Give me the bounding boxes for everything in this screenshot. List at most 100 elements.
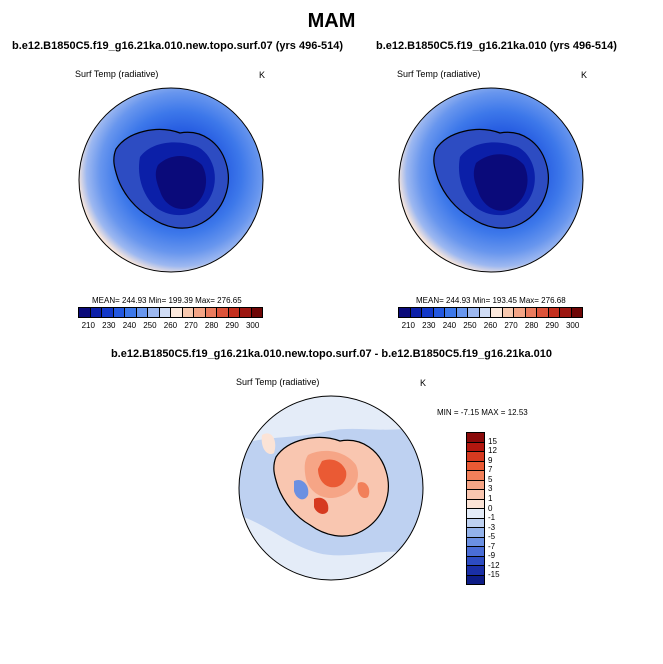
panel1-variable-label: Surf Temp (radiative) xyxy=(75,69,159,79)
panel2-colorbar-tick-label: 230 xyxy=(422,321,436,330)
panel2-colorbar-labels: 210 230 240 250 260 270 280 290 300 xyxy=(398,321,583,330)
panel1-colorbar-tick-label: 260 xyxy=(163,321,178,330)
panel3-colorbar-tick-label: -5 xyxy=(488,532,496,542)
panel1-colorbar-swatch xyxy=(205,308,217,317)
panel3-colorbar-swatch xyxy=(467,490,484,500)
panel3-colorbar-tick-label: -1 xyxy=(488,513,496,523)
panel2-map-border xyxy=(398,87,584,273)
panel3-colorbar-swatch xyxy=(467,461,484,471)
panel3-colorbar-tick-label: 12 xyxy=(488,446,497,456)
panel2-colorbar-swatch xyxy=(410,308,422,317)
panel1-colorbar-swatch xyxy=(125,308,137,317)
panel2-colorbar-swatch xyxy=(560,308,572,317)
panel1-colorbar-tick-label: 300 xyxy=(245,321,260,330)
panel2-colorbar-tick-label: 210 xyxy=(401,321,415,330)
panel3-colorbar-swatch xyxy=(467,433,484,443)
panel3-colorbar-swatch xyxy=(467,509,484,519)
panel3-map-border xyxy=(238,395,424,581)
panel3-colorbar-tick-label: -12 xyxy=(488,560,500,570)
panel1-colorbar-swatch xyxy=(194,308,206,317)
panel3-colorbar-swatch xyxy=(467,480,484,490)
panel1-colorbar-swatch xyxy=(251,308,262,317)
panel3-colorbar-tick-label: -3 xyxy=(488,522,496,532)
panel1-colorbar-swatch xyxy=(228,308,240,317)
panel2-colorbar-swatch xyxy=(525,308,537,317)
panel2-colorbar-tick-label: 270 xyxy=(504,321,518,330)
panel3-polar-map xyxy=(238,395,424,581)
panel3-colorbar-swatch xyxy=(467,499,484,509)
panel3-colorbar-swatch xyxy=(467,537,484,547)
panel1-colorbar-swatch xyxy=(159,308,171,317)
panel3-colorbar-tick-label: -7 xyxy=(488,541,496,551)
page-title: MAM xyxy=(307,10,356,32)
panel1-colorbar-swatch xyxy=(113,308,125,317)
panel1-colorbar-tick-label: 210 xyxy=(81,321,95,330)
panel1-colorbar-swatch xyxy=(240,308,252,317)
panel2-colorbar-tick-label: 260 xyxy=(483,321,498,330)
panel1-colorbar-tick-label: 290 xyxy=(225,321,239,330)
panel1-colorbar-labels: 210 230 240 250 260 270 280 290 300 xyxy=(78,321,263,330)
panel2-colorbar-tick-label: 240 xyxy=(442,321,457,330)
panel2-colorbar-swatch xyxy=(571,308,582,317)
panel2-colorbar-swatch xyxy=(445,308,457,317)
panel2-polar-map xyxy=(398,87,584,273)
panel2-colorbar-swatch xyxy=(422,308,434,317)
panel3-colorbar-tick-label: 9 xyxy=(488,455,493,465)
panel3-colorbar-swatch xyxy=(467,566,484,576)
panel3-colorbar-tick-label: 7 xyxy=(488,465,493,475)
panel1-colorbar-swatch xyxy=(90,308,102,317)
panel1-colorbar-swatch xyxy=(182,308,194,317)
panel1-polar-map xyxy=(78,87,264,273)
panel3-variable-label: Surf Temp (radiative) xyxy=(236,377,320,387)
panel2-colorbar-swatch xyxy=(514,308,526,317)
panel2-colorbar-tick-label: 250 xyxy=(463,321,477,330)
panel3-colorbar-tick-label: 15 xyxy=(488,436,497,446)
panel1-colorbar xyxy=(78,307,263,318)
panel1-colorbar-tick-label: 240 xyxy=(122,321,137,330)
panel1-colorbar-tick-label: 230 xyxy=(102,321,116,330)
panel2-colorbar-swatch xyxy=(491,308,503,317)
panel1-colorbar-swatch xyxy=(171,308,183,317)
panel3-colorbar-swatch xyxy=(467,442,484,452)
panel2-colorbar-swatch xyxy=(479,308,491,317)
panel3-colorbar-labels: 15 12 9 7 5 3 1 0 -1 -3 -5 -7 -9 -12 -15 xyxy=(488,432,518,585)
panel2-colorbar-swatch xyxy=(399,308,411,317)
panel2-stats: MEAN= 244.93 Min= 193.45 Max= 276.68 xyxy=(416,296,566,305)
panel1-stats: MEAN= 244.93 Min= 199.39 Max= 276.65 xyxy=(92,296,242,305)
panel1-colorbar-swatch xyxy=(102,308,114,317)
panel3-coastline xyxy=(273,436,389,537)
panel1-map-border xyxy=(78,87,264,273)
panel2-title: b.e12.B1850C5.f19_g16.21ka.010 (yrs 496-… xyxy=(376,40,617,52)
panel3-colorbar-tick-label: 3 xyxy=(488,484,493,494)
panel1-colorbar-swatch xyxy=(217,308,229,317)
panel2-coastline xyxy=(433,128,549,229)
panel1-colorbar-swatch xyxy=(79,308,91,317)
panel3-colorbar-tick-label: -15 xyxy=(488,570,500,580)
panel1-units-label: K xyxy=(259,70,266,80)
panel3-stats: MIN = -7.15 MAX = 12.53 xyxy=(437,408,528,417)
panel2-colorbar-swatch xyxy=(433,308,445,317)
panel3-colorbar-swatch xyxy=(467,556,484,566)
panel3-colorbar-swatch xyxy=(467,575,484,584)
panel2-colorbar-tick-label: 300 xyxy=(565,321,580,330)
panel3-colorbar-swatch xyxy=(467,528,484,538)
panel3-colorbar-tick-label: 1 xyxy=(488,493,493,503)
panel3-colorbar-tick-label: -9 xyxy=(488,551,496,561)
panel2-colorbar-swatch xyxy=(456,308,468,317)
panel2-colorbar-tick-label: 290 xyxy=(545,321,559,330)
panel3-colorbar-tick-label: 5 xyxy=(488,474,493,484)
panel2-colorbar-swatch xyxy=(502,308,514,317)
panel3-units-label: K xyxy=(420,378,427,388)
panel3-colorbar-swatch xyxy=(467,452,484,462)
panel3-colorbar-tick-label: 0 xyxy=(488,503,493,513)
panel3-title: b.e12.B1850C5.f19_g16.21ka.010.new.topo.… xyxy=(110,348,553,360)
panel1-colorbar-tick-label: 250 xyxy=(143,321,157,330)
panel3-colorbar-swatch xyxy=(467,547,484,557)
panel3-colorbar xyxy=(466,432,485,585)
panel2-colorbar-swatch xyxy=(537,308,549,317)
panel1-colorbar-tick-label: 280 xyxy=(204,321,219,330)
panel2-variable-label: Surf Temp (radiative) xyxy=(397,69,481,79)
panel2-colorbar-swatch xyxy=(468,308,480,317)
panel1-coastline xyxy=(113,128,229,229)
panel1-colorbar-swatch xyxy=(148,308,160,317)
